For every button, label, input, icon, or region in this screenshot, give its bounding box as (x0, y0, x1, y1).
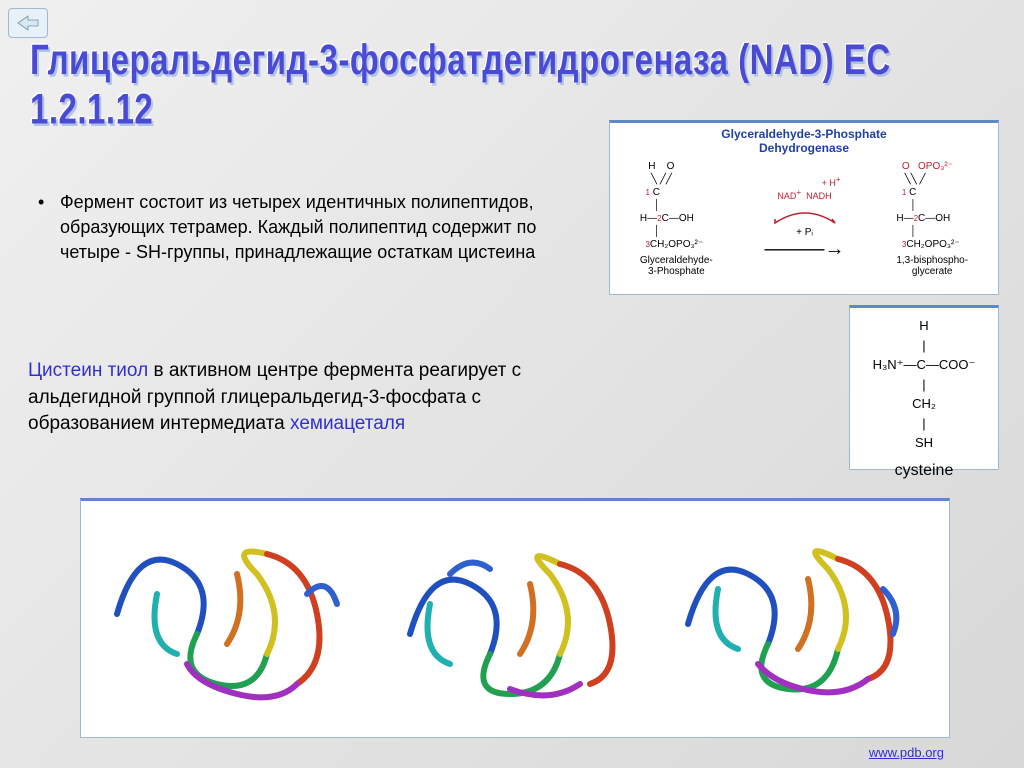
reaction-title-l1: Glyceraldehyde-3-Phosphate (721, 127, 886, 141)
protein-structures (80, 498, 950, 738)
product-molecule: O OPO₃²⁻ ╲╲ ╱ 1 C │ H—2C—OH │ 3CH₂OPO₃²⁻… (896, 160, 968, 277)
protein-structure-1 (97, 514, 367, 724)
protein-structure-3 (663, 514, 933, 724)
product-label: 1,3-bisphospho-glycerate (896, 255, 968, 277)
reaction-diagram: Glyceraldehyde-3-Phosphate Dehydrogenase… (609, 120, 999, 295)
cysteine-label: cysteine (858, 459, 990, 483)
hemiacetal-term: хемиацеталя (290, 413, 405, 434)
substrate-molecule: H O ╲ ╱╱ 1 C │ H—2C—OH │ 3CH₂OPO₃²⁻ Glyc… (640, 160, 713, 277)
cysteine-structure: H | H₃N⁺—C—COO⁻ | CH₂ | SH cysteine (849, 305, 999, 470)
protein-structure-2 (380, 514, 650, 724)
slide-title: Глицеральдегид-3-фосфатдегидрогеназа (NA… (30, 35, 1004, 134)
bullet-text: Фермент состоит из четырех идентичных по… (60, 190, 560, 266)
paragraph-2: Цистеин тиол в активном центре фермента … (28, 358, 588, 438)
pdb-link[interactable]: www.pdb.org (869, 745, 944, 760)
reaction-arrow: + H+ NAD+ NADH + Pᵢ ———→ (765, 175, 845, 261)
back-arrow-button[interactable] (8, 8, 48, 38)
substrate-label: Glyceraldehyde-3-Phosphate (640, 255, 713, 277)
reaction-title-l2: Dehydrogenase (759, 141, 849, 155)
cysteine-thiol-term: Цистеин тиол (28, 360, 148, 381)
back-arrow-icon (16, 14, 40, 32)
